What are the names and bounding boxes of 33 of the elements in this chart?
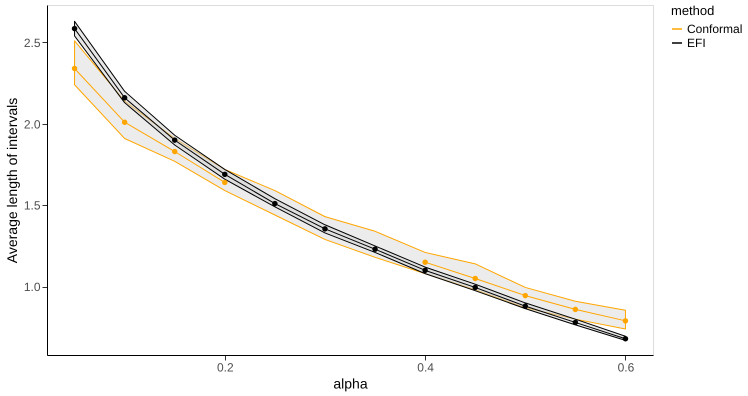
- point: [572, 320, 578, 326]
- y-tick-label: 1.0: [24, 280, 41, 294]
- x-axis-title: alpha: [333, 376, 368, 392]
- point: [572, 306, 578, 312]
- y-axis-title: Average length of intervals: [4, 98, 20, 264]
- x-tick-label: 0.6: [618, 360, 635, 374]
- point: [222, 172, 228, 178]
- point: [522, 303, 528, 309]
- legend-label: Conformal: [687, 22, 742, 36]
- point: [372, 246, 378, 252]
- point: [622, 318, 628, 324]
- x-tick-label: 0.2: [216, 360, 234, 374]
- point: [422, 268, 428, 274]
- y-tick-label: 2.0: [24, 117, 41, 132]
- point: [122, 95, 128, 101]
- point: [72, 26, 78, 32]
- point: [172, 148, 178, 154]
- point: [522, 292, 528, 298]
- point: [322, 226, 328, 232]
- point: [72, 66, 78, 72]
- legend-label: EFI: [687, 36, 706, 50]
- y-tick-label: 1.5: [24, 198, 41, 213]
- y-tick-label: 2.5: [24, 36, 41, 50]
- point: [122, 119, 128, 125]
- legend-title: method: [671, 3, 714, 18]
- point: [272, 200, 278, 206]
- point: [472, 276, 478, 282]
- point: [472, 284, 478, 290]
- point: [172, 137, 178, 143]
- point: [222, 180, 228, 186]
- point: [622, 336, 628, 342]
- x-tick-label: 0.4: [417, 360, 434, 374]
- point: [422, 259, 428, 265]
